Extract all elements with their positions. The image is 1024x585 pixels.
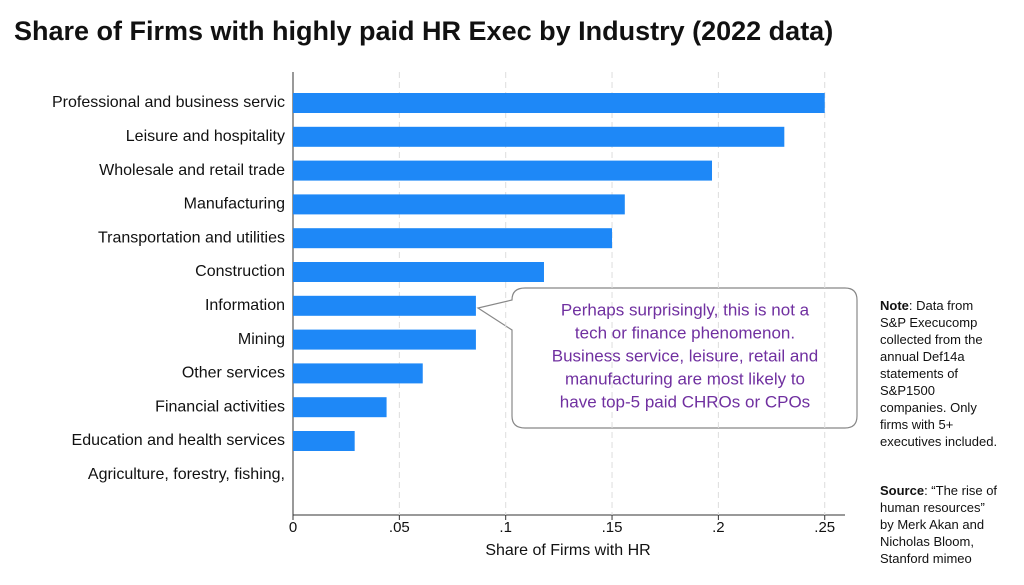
note-text: executives included.	[880, 434, 997, 449]
bar	[293, 295, 476, 316]
source-line: human resources”	[880, 500, 985, 515]
note-line: companies. Only	[880, 400, 977, 415]
source-line: Stanford mimeo	[880, 551, 972, 566]
note-line: executives included.	[880, 434, 997, 449]
note-line: S&P1500	[880, 383, 935, 398]
annotation-text: Perhaps surprisingly, this is not a	[561, 300, 810, 319]
note-line: S&P Execucomp	[880, 315, 977, 330]
note-text: S&P1500	[880, 383, 935, 398]
note-text: Note: Data from	[880, 298, 973, 313]
source-text: by Merk Akan and	[880, 517, 984, 532]
note-text: statements of	[880, 366, 958, 381]
y-tick-label: Wholesale and retail trade	[99, 162, 285, 179]
x-tick-label: .25	[814, 519, 835, 536]
note-text: firms with 5+	[880, 417, 953, 432]
source-line: by Merk Akan and	[880, 517, 984, 532]
source-label: Source	[880, 483, 924, 498]
callout-box	[476, 287, 858, 429]
y-tick-label: Other services	[182, 365, 285, 382]
note-label: Note	[880, 298, 909, 313]
y-tick-label: Construction	[195, 263, 285, 280]
chart-title: Share of Firms with highly paid HR Exec …	[14, 16, 833, 46]
bar	[293, 160, 713, 181]
x-tick-label: .05	[389, 519, 410, 536]
annotation-text: manufacturing are most likely to	[565, 369, 805, 388]
note-text: collected from the	[880, 332, 983, 347]
note-text: S&P Execucomp	[880, 315, 977, 330]
bar	[293, 228, 613, 249]
bar	[293, 262, 544, 282]
y-tick-label: Transportation and utilities	[98, 229, 285, 246]
note-line: statements of	[880, 366, 958, 381]
bar	[293, 329, 476, 350]
bar	[293, 194, 625, 215]
bar	[293, 126, 785, 147]
y-tick-label: Professional and business servic	[52, 94, 285, 111]
source-text: Nicholas Bloom,	[880, 534, 974, 549]
source-text: human resources”	[880, 500, 985, 515]
y-tick-label: Information	[205, 297, 285, 314]
note-line: : Data from	[909, 298, 973, 313]
x-tick-label: .2	[712, 519, 725, 536]
note-line: annual Def14a	[880, 349, 965, 364]
bar	[293, 363, 423, 384]
bar	[293, 397, 387, 418]
annotation-text: Business service, leisure, retail and	[552, 346, 818, 365]
note-line: firms with 5+	[880, 417, 953, 432]
x-axis-title: Share of Firms with HR	[485, 542, 650, 559]
annotation-text: tech or finance phenomenon.	[575, 323, 795, 342]
y-tick-label: Financial activities	[155, 398, 285, 415]
y-tick-label: Mining	[238, 331, 285, 348]
y-tick-label: Manufacturing	[184, 196, 285, 213]
y-tick-label: Education and health services	[72, 432, 285, 449]
source-text: Stanford mimeo	[880, 551, 972, 566]
x-tick-label: .15	[602, 519, 623, 536]
x-tick-label: .1	[499, 519, 512, 536]
note-text: annual Def14a	[880, 349, 965, 364]
note-text: companies. Only	[880, 400, 977, 415]
bar	[293, 431, 355, 451]
source-line: : “The rise of	[924, 483, 997, 498]
y-tick-label: Leisure and hospitality	[126, 128, 285, 145]
annotation-text: have top-5 paid CHROs or CPOs	[560, 392, 810, 411]
source-text: Source: “The rise of	[880, 483, 997, 498]
bar	[293, 93, 825, 113]
note-line: collected from the	[880, 332, 983, 347]
y-tick-label: Agriculture, forestry, fishing,	[88, 466, 285, 483]
x-tick-label: 0	[289, 519, 297, 536]
source-line: Nicholas Bloom,	[880, 534, 974, 549]
